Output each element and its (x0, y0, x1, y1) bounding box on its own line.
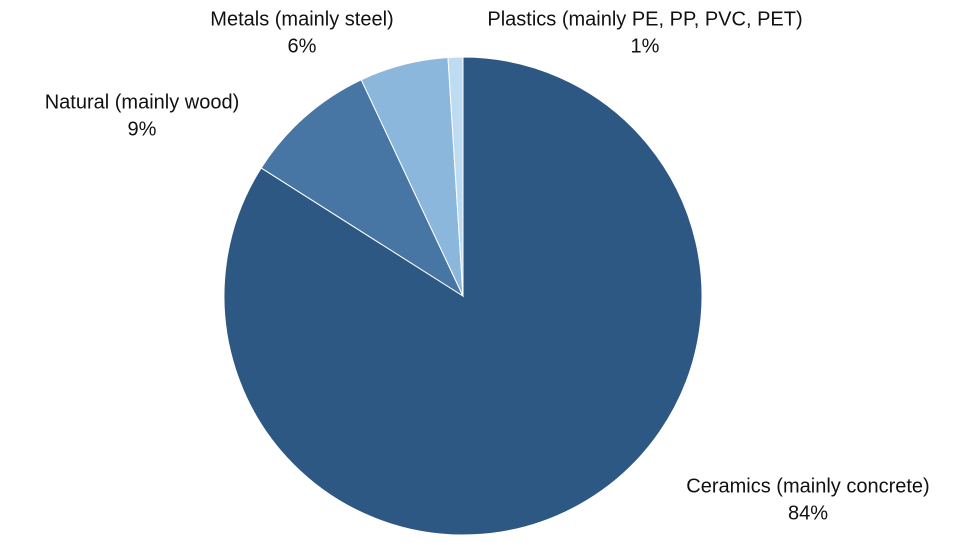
slice-label: Plastics (mainly PE, PP, PVC, PET) (487, 8, 802, 30)
pie-slice (447, 56, 464, 297)
slice-label: Ceramics (mainly concrete) (686, 475, 929, 497)
slice-value-label: 1% (631, 35, 660, 57)
slice-value-label: 6% (288, 35, 317, 57)
slice-value-label: 9% (128, 118, 157, 140)
slice-value-label: 84% (788, 502, 828, 524)
slice-label: Metals (mainly steel) (210, 8, 393, 30)
pie-slice (260, 79, 465, 298)
slice-label: Natural (mainly wood) (45, 91, 240, 113)
